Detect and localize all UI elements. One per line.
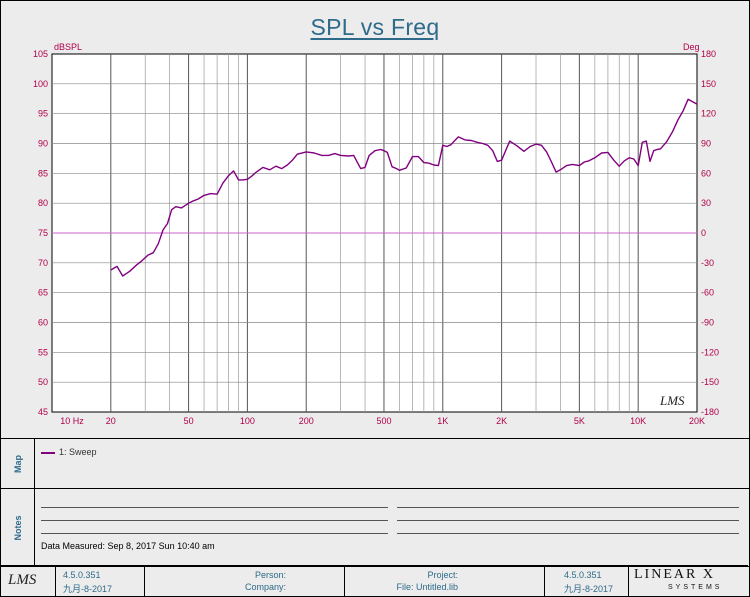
- note-line[interactable]: [397, 507, 739, 508]
- footer-person-cell: Person: Company:: [144, 566, 345, 596]
- footer-project: Project:: [427, 570, 458, 580]
- legend-entry[interactable]: 1: Sweep: [41, 447, 97, 457]
- y-tick-label: 50: [38, 377, 48, 387]
- note-line[interactable]: [397, 520, 739, 521]
- footer-version-right: 4.5.0.351: [564, 570, 602, 580]
- footer-date-left: 九月-8-2017: [63, 584, 113, 594]
- notes-panel: Notes Data Measured: Sep 8, 2017 Sun 10:…: [0, 488, 750, 567]
- note-line[interactable]: [41, 520, 388, 521]
- y-axis-label: dBSPL: [54, 42, 82, 52]
- footer-version-cell-right: 4.5.0.351 九月-8-2017: [544, 566, 629, 596]
- x-tick-label: 10 Hz: [60, 416, 84, 426]
- lms-logo-watermark: LMS: [659, 393, 685, 408]
- footer-version-cell: 4.5.0.351 九月-8-2017: [55, 566, 145, 596]
- footer-person: Person:: [254, 570, 286, 580]
- notes-side-label: Notes: [1, 489, 35, 566]
- y2-tick-label: -120: [701, 347, 719, 357]
- map-side-label: Map: [1, 439, 35, 489]
- footer-file: File: Untitled.lib: [396, 582, 458, 592]
- chart-title: SPL vs Freq: [310, 14, 440, 40]
- brand-logo-bottom: SYSTEMS: [668, 584, 723, 591]
- footer-date-right: 九月-8-2017: [564, 584, 614, 594]
- y2-tick-label: 60: [701, 168, 711, 178]
- spl-chart: 10 Hz 20 50 100 200 500 1K 2K 5K 10K 20K 45 50 55 60 65…: [33, 42, 719, 426]
- y-tick-label: 95: [38, 109, 48, 119]
- y2-tick-label: 180: [701, 49, 716, 59]
- footer-project-cell: Project: File: Untitled.lib: [344, 566, 545, 596]
- curve-layer: [110, 98, 698, 277]
- y2-axis-label: Deg: [683, 42, 700, 52]
- y-tick-label: 85: [38, 168, 48, 178]
- notes-label: Notes: [12, 514, 23, 541]
- y-tick-label: 55: [38, 347, 48, 357]
- y2-tick-label: 90: [701, 139, 711, 149]
- x-tick-label: 5K: [574, 416, 585, 426]
- map-panel: Map 1: Sweep: [0, 438, 750, 490]
- footer-lms-logo: LMS: [8, 572, 37, 588]
- y2-tick-label: -90: [701, 318, 714, 328]
- y-tick-label: 60: [38, 318, 48, 328]
- footer-bar: LMS 4.5.0.351 九月-8-2017 Person: Company:…: [0, 565, 748, 596]
- x-tick-label: 2K: [496, 416, 507, 426]
- y2-tick-label: 30: [701, 198, 711, 208]
- y2-tick-label: -30: [701, 258, 714, 268]
- x-tick-label: 200: [299, 416, 314, 426]
- x-tick-label: 50: [184, 416, 194, 426]
- y-tick-label: 80: [38, 198, 48, 208]
- legend-entry-label: 1: Sweep: [59, 447, 97, 457]
- y-tick-label: 90: [38, 139, 48, 149]
- x-tick-label: 20K: [689, 416, 705, 426]
- y2-tick-label: 150: [701, 79, 716, 89]
- x-tick-label: 100: [240, 416, 255, 426]
- y2-tick-label: -180: [701, 407, 719, 417]
- footer-version-left: 4.5.0.351: [63, 570, 101, 580]
- note-line[interactable]: [41, 507, 388, 508]
- footer-company: Company:: [244, 582, 286, 592]
- map-label: Map: [12, 455, 23, 473]
- footer-logo-cell: LMS: [0, 566, 56, 596]
- grid-lines: [52, 54, 697, 412]
- y-tick-label: 75: [38, 228, 48, 238]
- data-measured-text: Data Measured: Sep 8, 2017 Sun 10:40 am: [41, 541, 215, 551]
- x-tick-label: 10K: [630, 416, 646, 426]
- y-tick-label: 100: [33, 79, 48, 89]
- x-tick-label: 500: [376, 416, 391, 426]
- x-tick-label: 1K: [437, 416, 448, 426]
- y2-tick-label: -150: [701, 377, 719, 387]
- y-tick-label: 45: [38, 407, 48, 417]
- note-line[interactable]: [397, 533, 739, 534]
- tick-labels: 10 Hz 20 50 100 200 500 1K 2K 5K 10K 20K 45 50 55 60 65…: [33, 49, 719, 426]
- y-tick-label: 65: [38, 288, 48, 298]
- y2-tick-label: 120: [701, 109, 716, 119]
- series-line-sweep: [110, 98, 698, 277]
- legend-swatch: [41, 451, 55, 454]
- footer-brand-cell: LINEAR X SYSTEMS: [628, 566, 748, 596]
- brand-logo-top: LINEAR X: [634, 567, 715, 582]
- y-tick-label: 105: [33, 49, 48, 59]
- y-tick-label: 70: [38, 258, 48, 268]
- y2-tick-label: 0: [701, 228, 706, 238]
- x-tick-label: 20: [106, 416, 116, 426]
- note-line[interactable]: [41, 533, 388, 534]
- y2-tick-label: -60: [701, 288, 714, 298]
